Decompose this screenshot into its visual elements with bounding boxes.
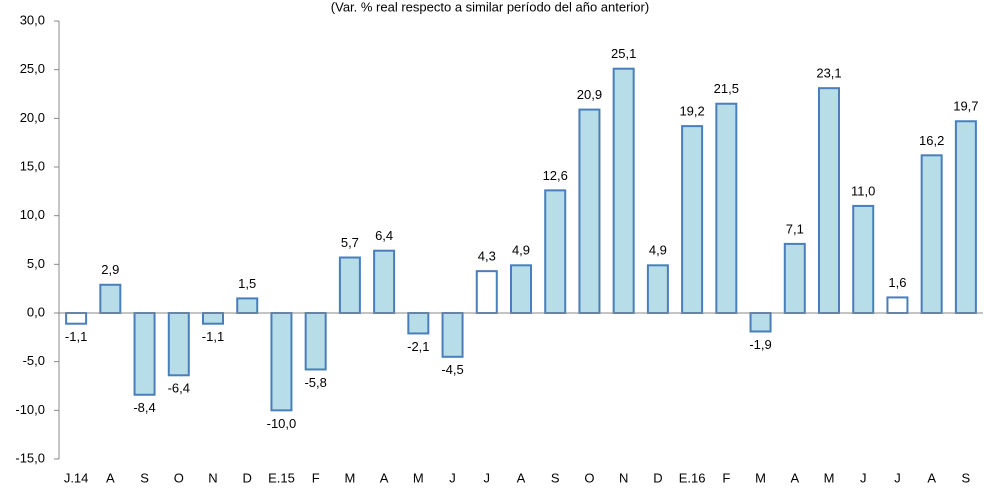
bar — [954, 120, 977, 315]
bar — [441, 312, 464, 358]
value-label: -1,9 — [749, 337, 771, 352]
x-tick-label: O — [584, 470, 594, 485]
bar — [373, 249, 396, 314]
x-tick-label: M — [755, 470, 766, 485]
x-tick-label: F — [722, 470, 730, 485]
bar — [270, 312, 293, 412]
x-tick-label: O — [174, 470, 184, 485]
x-tick-label: A — [790, 470, 799, 485]
y-tick-label: 0,0 — [27, 304, 45, 319]
value-label: 4,9 — [649, 243, 667, 258]
value-label: 12,6 — [543, 168, 568, 183]
bar — [646, 264, 669, 315]
bar — [852, 204, 875, 314]
value-label: 16,2 — [919, 133, 944, 148]
x-tick-label: A — [380, 470, 389, 485]
x-tick-label: S — [140, 470, 149, 485]
x-tick-label: M — [824, 470, 835, 485]
x-tick-label: S — [962, 470, 971, 485]
bar — [818, 87, 840, 314]
value-label: -6,4 — [168, 381, 190, 396]
x-tick-label: A — [106, 470, 115, 485]
value-label: 19,7 — [953, 99, 978, 114]
x-tick-label: M — [413, 470, 424, 485]
x-tick-label: A — [517, 470, 526, 485]
bar — [612, 67, 635, 315]
value-label: -4,5 — [441, 362, 463, 377]
value-label: -2,1 — [407, 339, 429, 354]
x-tick-label: D — [653, 470, 662, 485]
bar — [681, 125, 704, 315]
value-label: -1,1 — [65, 329, 87, 344]
y-tick-label: 10,0 — [20, 207, 45, 222]
y-tick-label: 5,0 — [27, 256, 45, 271]
value-label: -8,4 — [133, 400, 155, 415]
y-tick-label: 15,0 — [20, 158, 45, 173]
bar — [475, 270, 498, 314]
value-label: 11,0 — [851, 183, 875, 198]
x-tick-label: J — [484, 470, 491, 485]
y-tick-label: 20,0 — [20, 110, 45, 125]
value-label: 20,9 — [577, 87, 602, 102]
bar — [920, 154, 943, 314]
x-tick-label: J — [449, 470, 456, 485]
bar — [65, 312, 88, 325]
bar — [202, 312, 224, 325]
bar — [99, 283, 122, 315]
bar — [133, 312, 156, 396]
x-tick-label: J — [860, 470, 867, 485]
y-tick-label: 30,0 — [20, 12, 45, 27]
x-tick-label: A — [927, 470, 936, 485]
value-label: 23,1 — [816, 66, 841, 81]
x-tick-label: N — [208, 470, 217, 485]
value-label: 1,6 — [888, 275, 906, 290]
value-label: 5,7 — [341, 235, 359, 250]
value-label: 4,3 — [478, 249, 496, 264]
bar — [338, 256, 361, 314]
bar — [886, 296, 909, 314]
x-tick-label: E.15 — [268, 470, 295, 485]
value-label: 4,9 — [512, 243, 530, 258]
bar — [783, 242, 806, 314]
value-label: 2,9 — [101, 262, 119, 277]
chart-subtitle: (Var. % real respecto a similar período … — [331, 0, 649, 14]
bar — [236, 297, 259, 314]
value-label: 1,5 — [238, 276, 256, 291]
x-tick-label: J.14 — [64, 470, 89, 485]
x-tick-label: M — [344, 470, 355, 485]
value-label: 25,1 — [611, 46, 636, 61]
y-tick-label: -15,0 — [15, 450, 45, 465]
bar — [544, 189, 567, 314]
x-tick-label: F — [312, 470, 320, 485]
x-tick-label: J — [894, 470, 901, 485]
bar — [715, 102, 738, 314]
value-label: 21,5 — [714, 81, 739, 96]
value-label: 7,1 — [786, 221, 804, 236]
x-tick-label: D — [243, 470, 252, 485]
y-tick-label: -5,0 — [23, 353, 45, 368]
value-label: -10,0 — [267, 416, 297, 431]
value-label: -5,8 — [304, 375, 326, 390]
value-label: 6,4 — [375, 228, 393, 243]
y-tick-label: 25,0 — [20, 61, 45, 76]
bar — [304, 312, 327, 371]
bar — [578, 108, 601, 314]
bar — [407, 312, 430, 335]
x-tick-label: E.16 — [679, 470, 706, 485]
x-tick-label: N — [619, 470, 628, 485]
value-label: 19,2 — [679, 104, 704, 119]
value-label: -1,1 — [202, 329, 224, 344]
bar — [167, 312, 190, 377]
bar — [510, 264, 532, 315]
y-tick-label: -10,0 — [15, 402, 45, 417]
x-tick-label: S — [551, 470, 560, 485]
bar — [749, 312, 772, 333]
